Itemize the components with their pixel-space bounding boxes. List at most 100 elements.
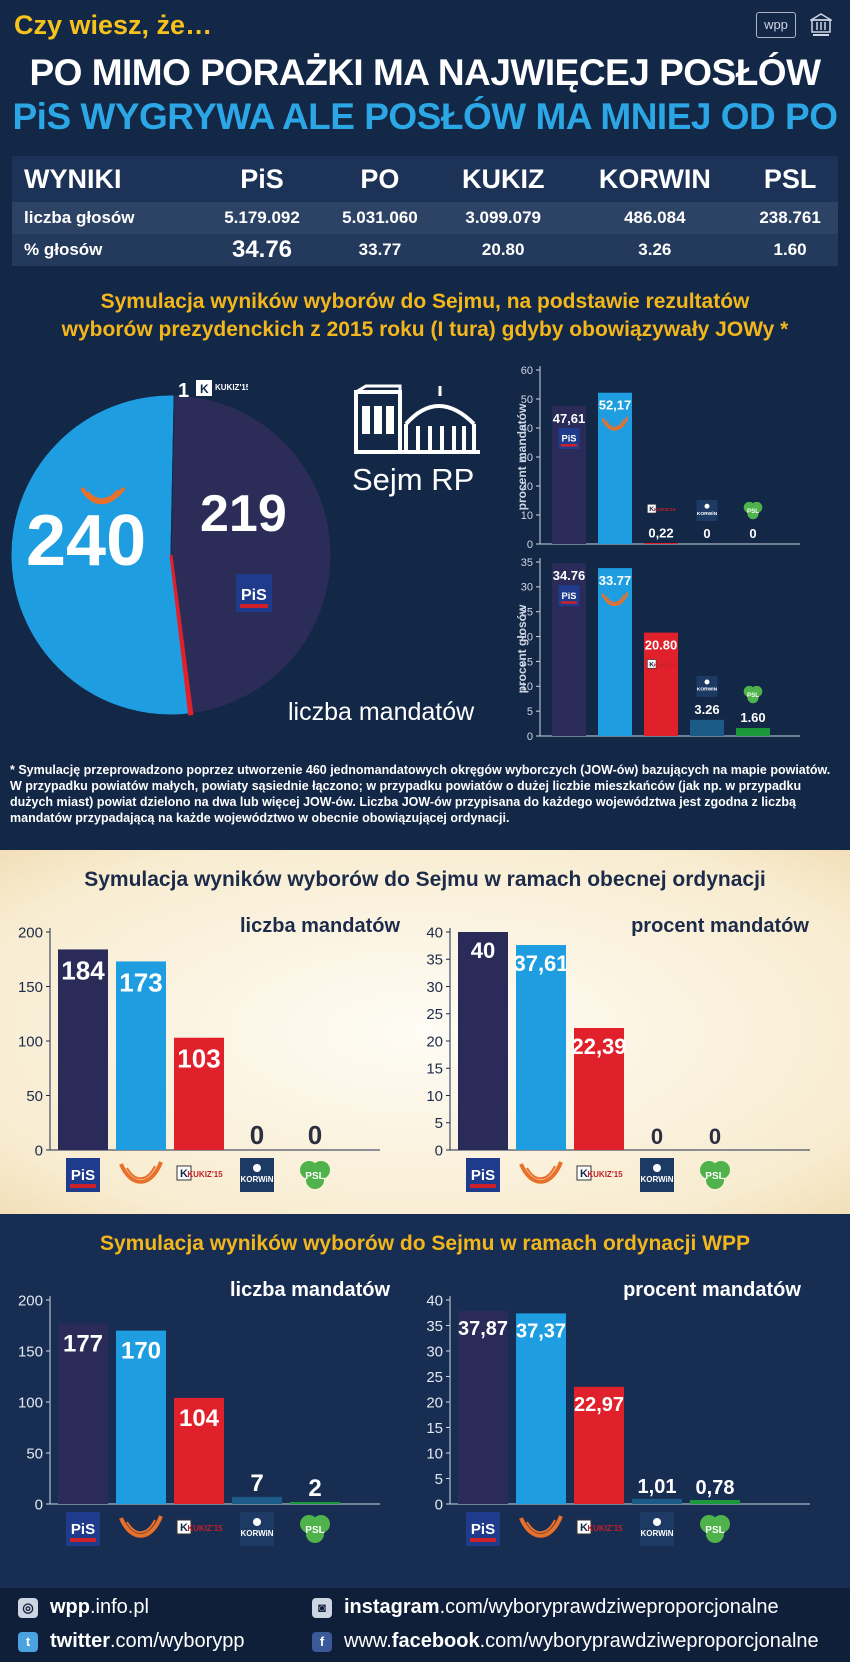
- footer: ◎ wpp.info.pl t twitter.com/wyborypp ◙ i…: [0, 1588, 850, 1662]
- bar-po: [116, 1330, 166, 1504]
- row-label: liczba głosów: [12, 202, 204, 234]
- pis-logo-text: PiS: [471, 1167, 495, 1184]
- psl-logo: PSL: [300, 1515, 330, 1543]
- po-logo: [601, 416, 629, 431]
- kukiz-logo-text: KUKIZ'15: [215, 383, 248, 392]
- instagram-icon: ◙: [312, 1597, 332, 1618]
- pis-logo: PiS: [466, 1512, 500, 1546]
- jow-title-line2: wyborów prezydenckich z 2015 roku (I tur…: [61, 318, 789, 341]
- y-tick-label: 15: [521, 656, 533, 668]
- kukiz-logo-mark: K: [580, 1168, 588, 1180]
- jow-title-line1: Symulacja wyników wyborów do Sejmu, na p…: [100, 290, 750, 313]
- pie-chart: [10, 394, 332, 716]
- kukiz-logo-mark: K: [649, 661, 654, 668]
- psl-logo: PSL: [743, 685, 763, 704]
- y-tick-label: 15: [426, 1061, 443, 1078]
- footer-facebook-link[interactable]: f www.facebook.com/wyboryprawdziwepropor…: [312, 1630, 819, 1653]
- chart-title: procent mandatów: [631, 915, 809, 937]
- kukiz-logo-mark: K: [580, 1522, 588, 1534]
- y-tick-label: 50: [26, 1445, 43, 1462]
- psl-logo-text: PSL: [705, 1525, 724, 1536]
- footer-website-link[interactable]: ◎ wpp.info.pl: [18, 1596, 149, 1619]
- psl-logo: PSL: [700, 1515, 730, 1543]
- pis-logo: PiS: [558, 585, 580, 607]
- y-tick-label: 100: [18, 1394, 43, 1411]
- psl-logo: PSL: [743, 501, 763, 520]
- headline-primary: PO MIMO PORAŻKI MA NAJWIĘCEJ POSŁÓW: [29, 52, 821, 93]
- kukiz-logo-text: KUKIZ'15: [187, 1170, 223, 1179]
- cell-value: 5.179.092: [203, 202, 321, 234]
- psl-logo-text: PSL: [305, 1525, 324, 1536]
- value-label-kukiz: 20.80: [645, 638, 678, 653]
- y-tick-label: 25: [426, 1006, 443, 1023]
- footer-facebook-bold: facebook: [391, 1630, 480, 1652]
- pie-label-po: 240: [26, 501, 147, 581]
- jow-simulation-title: Symulacja wyników wyborów do Sejmu, na p…: [0, 288, 850, 344]
- cell-value: 1.60: [742, 234, 838, 266]
- y-tick-label: 35: [426, 952, 443, 969]
- kukiz-logo: K KUKIZ'15: [196, 380, 248, 396]
- bar-psl: [290, 1501, 340, 1504]
- korwin-logo-text: KORWiN: [697, 511, 718, 517]
- cell-value: 5.031.060: [320, 202, 439, 234]
- footer-facebook-prefix: www.: [344, 1630, 392, 1652]
- korwin-logo: KORWiN: [240, 1512, 274, 1546]
- headline-secondary: PiS WYGRYWA ALE POSŁÓW MA MNIEJ OD PO: [12, 96, 838, 137]
- value-label-po: 173: [119, 967, 162, 997]
- results-table: WYNIKI PiS PO KUKIZ KORWIN PSL liczba gł…: [12, 156, 838, 266]
- po-logo-icon: [80, 486, 126, 505]
- footer-twitter-rest: .com/wyborypp: [110, 1630, 245, 1652]
- y-tick-label: 30: [521, 452, 533, 464]
- sejm-label: Sejm RP: [352, 462, 475, 497]
- kukiz-logo: K KUKIZ'15: [647, 504, 676, 514]
- bar-kukiz: [174, 1397, 224, 1504]
- y-tick-label: 200: [18, 924, 43, 941]
- bar-pis: [458, 932, 508, 1150]
- bar-po: [516, 945, 566, 1150]
- korwin-logo: KORWiN: [696, 675, 718, 697]
- jow-votes-chart: 0 5 10 15 20 25 30 35 procent głosów 34.76 33.77 20…: [515, 557, 800, 743]
- korwin-logo-text: KORWiN: [697, 687, 718, 693]
- value-label-korwin: 1,01: [638, 1476, 677, 1498]
- po-logo: [519, 1515, 563, 1538]
- y-tick-label: 20: [521, 481, 533, 493]
- y-tick-label: 30: [521, 582, 533, 594]
- y-tick-label: 50: [521, 394, 533, 406]
- value-label-korwin: 0: [651, 1124, 663, 1149]
- y-tick-label: 0: [435, 1142, 443, 1159]
- footer-instagram-bold: instagram: [344, 1596, 440, 1618]
- y-tick-label: 5: [435, 1471, 443, 1488]
- footer-twitter-link[interactable]: t twitter.com/wyborypp: [18, 1630, 245, 1653]
- y-tick-label: 5: [527, 706, 533, 718]
- pis-logo-text: PiS: [562, 591, 577, 601]
- value-label-pis: 184: [61, 955, 105, 985]
- y-tick-label: 20: [521, 631, 533, 643]
- korwin-logo: KORWiN: [640, 1512, 674, 1546]
- value-label-psl: 0: [308, 1120, 322, 1150]
- bar-psl: [736, 728, 770, 736]
- pis-logo-icon: PiS: [236, 574, 272, 612]
- value-label-psl: 2: [308, 1475, 321, 1502]
- chart-title: liczba mandatów: [230, 1279, 390, 1301]
- wpp-logo: wpp: [756, 12, 796, 38]
- y-tick-label: 30: [426, 1343, 443, 1360]
- y-tick-label: 60: [521, 365, 533, 377]
- pis-logo: PiS: [558, 427, 580, 450]
- cell-value: 238.761: [742, 202, 838, 234]
- value-label-psl: 0,78: [696, 1477, 735, 1499]
- col-header-po: PO: [320, 156, 439, 202]
- korwin-logo-text: KORWiN: [640, 1529, 673, 1538]
- y-tick-label: 20: [426, 1394, 443, 1411]
- psl-logo-text: PSL: [705, 1171, 724, 1182]
- value-label-korwin: 0: [703, 526, 710, 541]
- wpp-seats-chart: 0 50 100 150 200 liczba mandatów 177 PiS 170 104 K…: [18, 1279, 390, 1546]
- col-header-korwin: KORWIN: [567, 156, 743, 202]
- footer-instagram-link[interactable]: ◙ instagram.com/wyboryprawdziweproporcjo…: [312, 1596, 779, 1619]
- kukiz-logo: K KUKIZ'15: [176, 1165, 223, 1181]
- korwin-logo-text: KORWiN: [240, 1529, 273, 1538]
- value-label-korwin: 7: [250, 1470, 263, 1497]
- value-label-pis: 37,87: [458, 1318, 508, 1340]
- value-label-po: 33.77: [599, 573, 632, 588]
- chart-title: liczba mandatów: [240, 915, 400, 937]
